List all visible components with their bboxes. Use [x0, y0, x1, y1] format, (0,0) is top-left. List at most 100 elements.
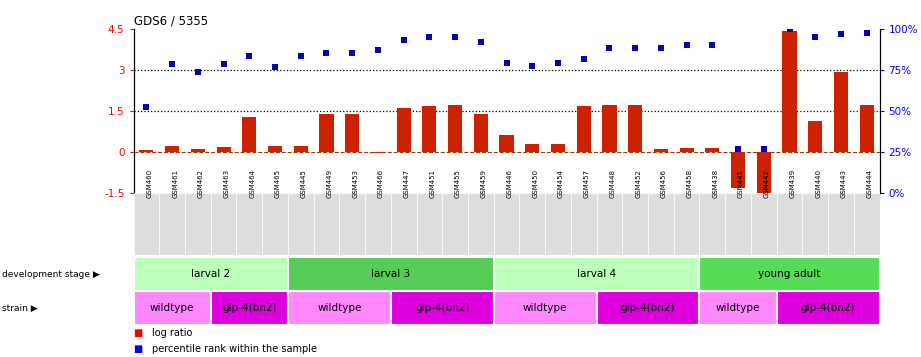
Text: GSM450: GSM450 [532, 169, 538, 198]
Point [216, 61, 231, 67]
Text: wildtype: wildtype [716, 303, 760, 313]
Bar [828, 193, 854, 255]
Text: larval 3: larval 3 [371, 269, 411, 279]
Bar [134, 193, 159, 255]
Bar [211, 291, 288, 325]
Bar [339, 193, 365, 255]
Text: GSM448: GSM448 [610, 169, 615, 198]
Point [422, 34, 437, 40]
Text: development stage ▶: development stage ▶ [2, 270, 99, 279]
Point [577, 56, 591, 61]
Bar [776, 291, 880, 325]
Text: GSM442: GSM442 [764, 169, 770, 198]
Bar [551, 144, 565, 152]
Bar [288, 291, 391, 325]
Point [834, 31, 848, 37]
Text: GSM458: GSM458 [687, 169, 693, 198]
Bar [751, 193, 776, 255]
Point [859, 30, 874, 36]
Bar [597, 193, 623, 255]
Text: GSM445: GSM445 [301, 169, 307, 198]
Bar [494, 257, 699, 291]
Point [756, 146, 771, 152]
Bar [525, 144, 540, 152]
Bar [320, 114, 333, 152]
Point [499, 60, 514, 66]
Text: glp-4(bn2): glp-4(bn2) [222, 303, 276, 313]
Bar [134, 257, 288, 291]
Bar [314, 193, 339, 255]
Text: glp-4(bn2): glp-4(bn2) [621, 303, 675, 313]
Text: GSM463: GSM463 [224, 169, 229, 198]
Text: glp-4(bn2): glp-4(bn2) [415, 303, 470, 313]
Bar [674, 193, 699, 255]
Text: GSM459: GSM459 [481, 169, 487, 198]
Text: GSM457: GSM457 [584, 169, 589, 198]
Bar [499, 135, 514, 152]
Bar [391, 291, 494, 325]
Bar [854, 193, 880, 255]
Bar [654, 149, 668, 152]
Bar [365, 193, 391, 255]
Bar [776, 193, 802, 255]
Bar [211, 193, 237, 255]
Bar [442, 193, 468, 255]
Bar [571, 193, 597, 255]
Bar [473, 114, 488, 152]
Text: strain ▶: strain ▶ [2, 303, 38, 313]
Bar [468, 193, 494, 255]
Text: percentile rank within the sample: percentile rank within the sample [152, 344, 317, 354]
Bar [680, 148, 694, 152]
Text: wildtype: wildtype [523, 303, 567, 313]
Bar [391, 193, 416, 255]
Point [242, 53, 257, 59]
Text: GSM443: GSM443 [841, 169, 847, 198]
Point [139, 104, 154, 109]
Text: GSM449: GSM449 [326, 169, 332, 198]
Point [551, 60, 565, 66]
Text: wildtype: wildtype [150, 303, 194, 313]
Point [473, 39, 488, 45]
Bar [494, 193, 519, 255]
Point [191, 70, 205, 75]
Bar [165, 146, 180, 152]
Bar [699, 257, 880, 291]
Text: GSM453: GSM453 [352, 169, 358, 198]
Text: larval 2: larval 2 [192, 269, 230, 279]
Bar [416, 193, 442, 255]
Point [680, 42, 694, 48]
Text: GSM465: GSM465 [275, 169, 281, 198]
Bar [159, 193, 185, 255]
Bar [602, 105, 616, 152]
Text: GSM451: GSM451 [429, 169, 436, 198]
Text: glp-4(bn2): glp-4(bn2) [801, 303, 856, 313]
Point [268, 64, 283, 70]
Bar [699, 291, 776, 325]
Text: GSM441: GSM441 [738, 169, 744, 198]
Bar [288, 193, 314, 255]
Bar [705, 149, 719, 152]
Text: GSM439: GSM439 [789, 169, 796, 198]
Point [448, 34, 462, 40]
Point [344, 50, 359, 56]
Bar [262, 193, 288, 255]
Text: GSM438: GSM438 [712, 169, 718, 198]
Bar [397, 109, 411, 152]
Text: GSM460: GSM460 [146, 169, 152, 198]
Text: GSM440: GSM440 [815, 169, 822, 198]
Bar [648, 193, 674, 255]
Bar [242, 117, 256, 152]
Point [808, 34, 822, 40]
Bar [699, 193, 725, 255]
Bar [139, 150, 154, 152]
Bar [294, 146, 308, 152]
Text: GSM446: GSM446 [507, 169, 513, 198]
Bar [519, 193, 545, 255]
Text: GSM455: GSM455 [455, 169, 461, 198]
Bar [783, 31, 797, 152]
Bar [597, 291, 699, 325]
Text: GSM444: GSM444 [867, 169, 873, 198]
Text: GSM452: GSM452 [635, 169, 641, 198]
Text: GSM462: GSM462 [198, 169, 204, 198]
Point [628, 45, 643, 51]
